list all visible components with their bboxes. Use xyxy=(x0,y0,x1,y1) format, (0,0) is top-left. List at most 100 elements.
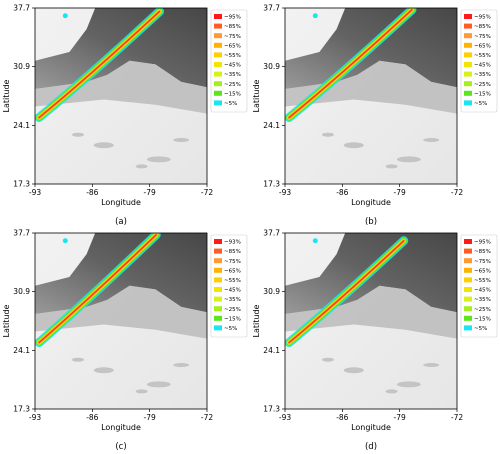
legend-swatch xyxy=(464,71,472,77)
plot-frame xyxy=(284,7,458,185)
probability-blob xyxy=(62,238,68,244)
island xyxy=(423,363,440,367)
legend: ~95% ~85% ~75% ~65% ~55% ~45% ~35% ~25% ~15% ~5% xyxy=(460,234,498,338)
legend-swatch xyxy=(214,287,222,292)
x-tick-label: -79 xyxy=(144,188,156,197)
x-axis-label: Longitude xyxy=(351,198,391,207)
probability-blob xyxy=(312,238,318,244)
probability-blob xyxy=(312,13,318,19)
island xyxy=(93,142,114,149)
legend-label: ~55% xyxy=(224,53,241,59)
y-tick-label: 37.7 xyxy=(13,229,30,238)
legend-swatch xyxy=(214,52,222,58)
legend-swatch xyxy=(464,81,472,87)
legend-label: ~35% xyxy=(224,72,241,78)
island xyxy=(173,138,190,142)
legend-swatch xyxy=(464,315,472,321)
legend-label: ~5% xyxy=(224,101,237,107)
legend-swatch xyxy=(214,315,222,321)
panel-2: -93 -86 -79 -72 17.3 24.1 30.9 37.7 Longitude Lat… xyxy=(252,4,498,227)
probability-band xyxy=(38,234,157,344)
y-axis-label: Latitude xyxy=(252,79,261,112)
legend-swatch xyxy=(214,23,222,29)
probability-band xyxy=(288,240,405,344)
legend-swatch xyxy=(214,90,222,96)
x-tick-label: -93 xyxy=(279,188,291,197)
coastal-terrain xyxy=(35,60,207,114)
map-background xyxy=(285,233,457,409)
legend-swatch xyxy=(464,90,472,96)
legend-swatch xyxy=(214,71,222,77)
legend-label: ~5% xyxy=(224,326,237,332)
legend-label: ~15% xyxy=(224,91,241,97)
probability-blob xyxy=(62,13,68,19)
coastal-terrain xyxy=(285,285,457,339)
legend-swatch xyxy=(464,287,472,292)
y-tick-label: 30.9 xyxy=(13,62,30,71)
y-tick-label: 24.1 xyxy=(263,346,280,355)
legend-label: ~25% xyxy=(474,82,491,88)
legend-swatch xyxy=(214,62,222,67)
legend-label: ~65% xyxy=(474,43,491,49)
legend-swatch xyxy=(464,62,472,67)
legend-label: ~25% xyxy=(224,307,241,313)
legend-label: ~35% xyxy=(474,72,491,78)
panel-4: -93 -86 -79 -72 17.3 24.1 30.9 37.7 Longitude Lat… xyxy=(252,229,498,452)
legend-label: ~55% xyxy=(474,53,491,59)
legend-label: ~65% xyxy=(474,268,491,274)
legend-swatch xyxy=(214,267,222,273)
y-tick-label: 37.7 xyxy=(263,4,280,13)
y-tick-label: 24.1 xyxy=(13,121,30,130)
island xyxy=(423,138,440,142)
island xyxy=(135,389,148,394)
y-tick-label: 24.1 xyxy=(263,121,280,130)
y-tick-label: 30.9 xyxy=(263,287,280,296)
y-tick-label: 17.3 xyxy=(263,405,280,414)
island xyxy=(173,363,190,367)
island xyxy=(146,156,171,163)
plot-frame xyxy=(284,232,458,410)
coastal-terrain xyxy=(285,60,457,114)
x-tick-label: -72 xyxy=(201,413,213,422)
legend-swatch xyxy=(464,42,472,48)
legend-label: ~65% xyxy=(224,43,241,49)
legend-label: ~65% xyxy=(224,268,241,274)
legend-label: ~85% xyxy=(474,249,491,255)
x-axis-label: Longitude xyxy=(101,198,141,207)
x-axis-label: Longitude xyxy=(351,423,391,432)
legend-swatch xyxy=(464,277,472,283)
legend-label: ~45% xyxy=(224,63,241,69)
x-tick-label: -79 xyxy=(394,188,406,197)
legend-label: ~5% xyxy=(474,101,487,107)
legend-swatch xyxy=(214,296,222,302)
legend-label: ~75% xyxy=(224,259,241,265)
legend-swatch xyxy=(214,81,222,87)
legend-label: ~35% xyxy=(224,297,241,303)
probability-band xyxy=(288,9,413,119)
x-tick-label: -86 xyxy=(336,188,348,197)
probability-band xyxy=(38,10,161,119)
legend-label: ~15% xyxy=(224,316,241,322)
x-tick-label: -93 xyxy=(29,413,41,422)
legend: ~93% ~85% ~75% ~65% ~55% ~45% ~35% ~25% ~15% ~5% xyxy=(210,234,248,338)
y-tick-label: 37.7 xyxy=(13,4,30,13)
legend-swatch xyxy=(464,306,472,312)
legend-swatch xyxy=(464,100,472,106)
plot-frame xyxy=(34,232,208,410)
island xyxy=(146,381,171,388)
panel-caption: (d) xyxy=(365,442,377,452)
legend-label: ~35% xyxy=(474,297,491,303)
legend-label: ~5% xyxy=(474,326,487,332)
x-tick-label: -72 xyxy=(201,188,213,197)
map-background xyxy=(35,8,207,184)
x-tick-label: -79 xyxy=(394,413,406,422)
panel-3: -93 -86 -79 -72 17.3 24.1 30.9 37.7 Longitude Lat… xyxy=(2,229,248,452)
y-tick-label: 17.3 xyxy=(13,180,30,189)
island xyxy=(72,132,84,137)
legend-label: ~55% xyxy=(474,278,491,284)
legend-swatch xyxy=(464,33,472,39)
legend-swatch xyxy=(464,52,472,58)
legend-swatch xyxy=(214,248,222,254)
island xyxy=(385,389,398,394)
